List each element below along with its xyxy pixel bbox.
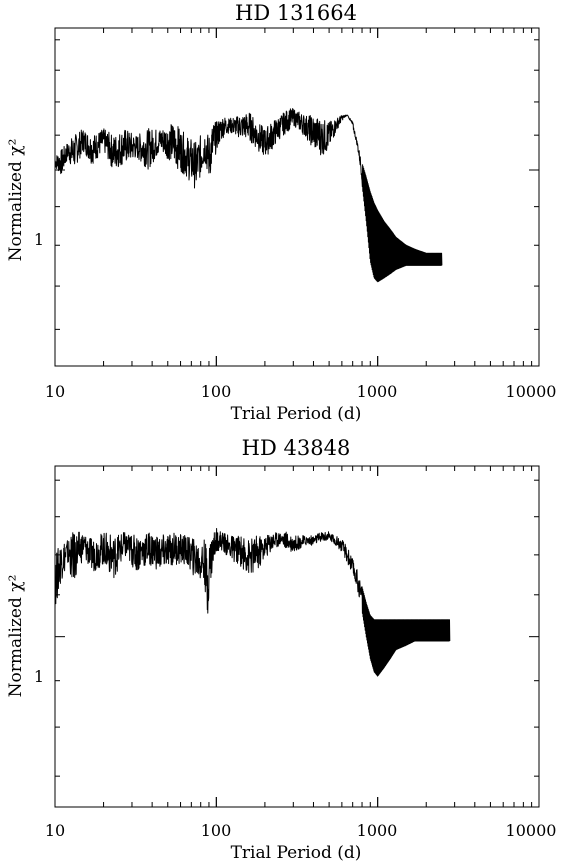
x-tick-label: 1000 <box>357 821 398 840</box>
y-tick-label: 1 <box>34 230 44 249</box>
axis-ticks <box>54 466 540 807</box>
x-axis-label: Trial Period (d) <box>231 843 362 863</box>
x-axis-label: Trial Period (d) <box>231 404 362 424</box>
x-tick-label: 10000 <box>506 821 557 840</box>
chart-title: HD 43848 <box>242 436 351 460</box>
x-tick-label: 10000 <box>506 382 557 401</box>
y-axis-label: Normalized χ² <box>6 139 26 262</box>
panel-hd-131664: HD 131664 10 100 1000 10000 1 Trial Peri… <box>6 1 556 424</box>
x-tick-label: 1000 <box>357 382 398 401</box>
x-tick-labels: 10 100 1000 10000 <box>45 382 557 401</box>
series-line <box>54 528 451 677</box>
x-tick-label: 10 <box>45 382 65 401</box>
axis-ticks <box>54 28 540 366</box>
chart-title: HD 131664 <box>235 1 357 25</box>
y-axis-label: Normalized χ² <box>6 575 26 698</box>
x-tick-label: 10 <box>45 821 65 840</box>
panel-hd-43848: HD 43848 10 100 1000 10000 1 Trial Perio… <box>6 436 556 863</box>
plot-frame <box>54 465 540 808</box>
plot-frame <box>54 27 540 367</box>
y-tick-label: 1 <box>34 667 44 686</box>
x-tick-labels: 10 100 1000 10000 <box>45 821 557 840</box>
series-line <box>54 108 443 283</box>
x-tick-label: 100 <box>201 382 232 401</box>
x-tick-label: 100 <box>201 821 232 840</box>
